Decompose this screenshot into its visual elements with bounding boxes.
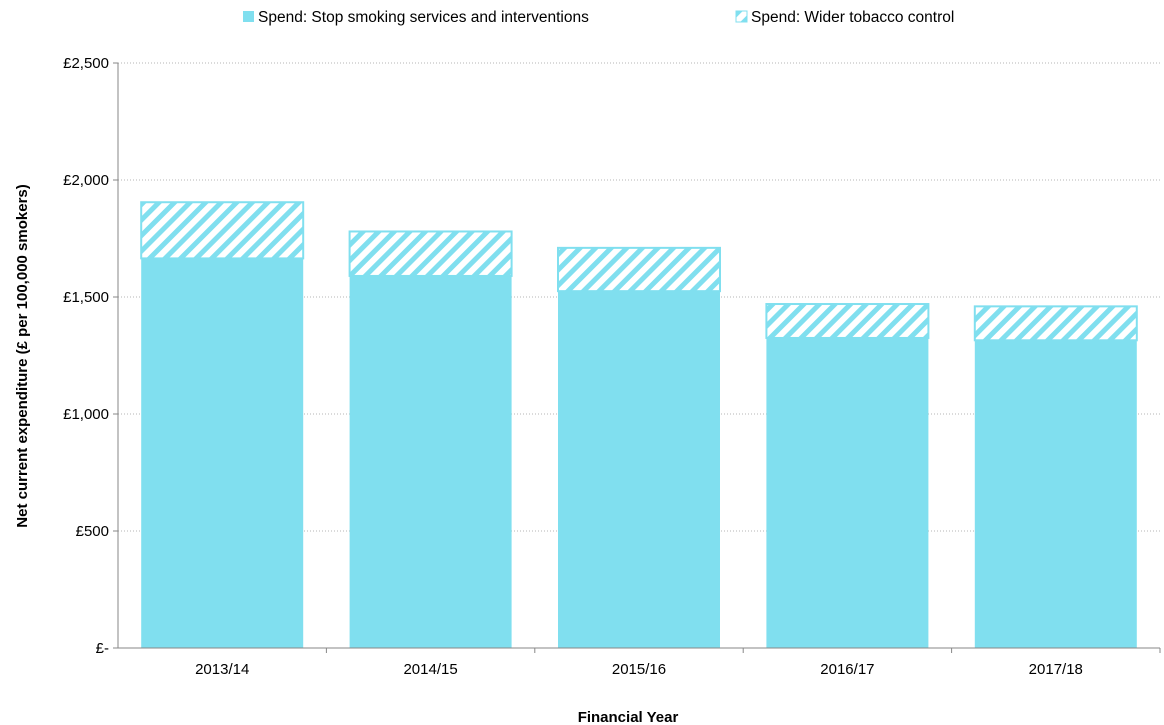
x-tick-label: 2013/14 <box>195 661 249 678</box>
legend-item-wider-tobacco: Spend: Wider tobacco control <box>735 9 954 26</box>
axes <box>117 63 1160 649</box>
bar-wider-tobacco-control <box>557 246 721 293</box>
x-tick-label: 2016/17 <box>820 661 874 678</box>
y-tick-label: £2,000 <box>63 172 109 189</box>
bar-wider-tobacco-control <box>765 303 930 339</box>
bar-stop-smoking-services <box>349 275 512 648</box>
bar-stop-smoking-services <box>974 340 1137 648</box>
y-axis-title: Net current expenditure (£ per 100,000 s… <box>14 184 31 527</box>
legend-label-stop-smoking: Spend: Stop smoking services and interve… <box>258 9 589 26</box>
bar-stop-smoking-services <box>141 258 304 648</box>
bar-wider-tobacco-control <box>140 201 305 260</box>
bars <box>140 201 1138 648</box>
x-tick-label: 2017/18 <box>1029 661 1083 678</box>
x-ticks: 2013/14 2014/15 2015/16 2016/17 2017/18 <box>195 648 1161 678</box>
legend-label-wider-tobacco: Spend: Wider tobacco control <box>751 9 954 26</box>
legend: Spend: Stop smoking services and interve… <box>243 9 954 26</box>
legend-swatch-hatched <box>735 10 748 23</box>
bar-wider-tobacco-control <box>348 230 513 277</box>
y-ticks: £- £500 £1,000 £1,500 £2,000 £2,500 <box>63 55 118 657</box>
x-axis-title: Financial Year <box>578 709 679 725</box>
bar-wider-tobacco-control <box>973 305 1138 342</box>
y-tick-label: £500 <box>76 523 109 540</box>
y-tick-label: £- <box>96 640 109 657</box>
y-tick-label: £2,500 <box>63 55 109 72</box>
y-tick-label: £1,500 <box>63 289 109 306</box>
bar-stop-smoking-services <box>558 291 720 648</box>
x-tick-label: 2014/15 <box>403 661 457 678</box>
legend-swatch-solid <box>243 11 254 22</box>
y-tick-label: £1,000 <box>63 406 109 423</box>
bar-stop-smoking-services <box>766 337 929 648</box>
legend-item-stop-smoking: Spend: Stop smoking services and interve… <box>243 9 589 26</box>
x-tick-label: 2015/16 <box>612 661 666 678</box>
